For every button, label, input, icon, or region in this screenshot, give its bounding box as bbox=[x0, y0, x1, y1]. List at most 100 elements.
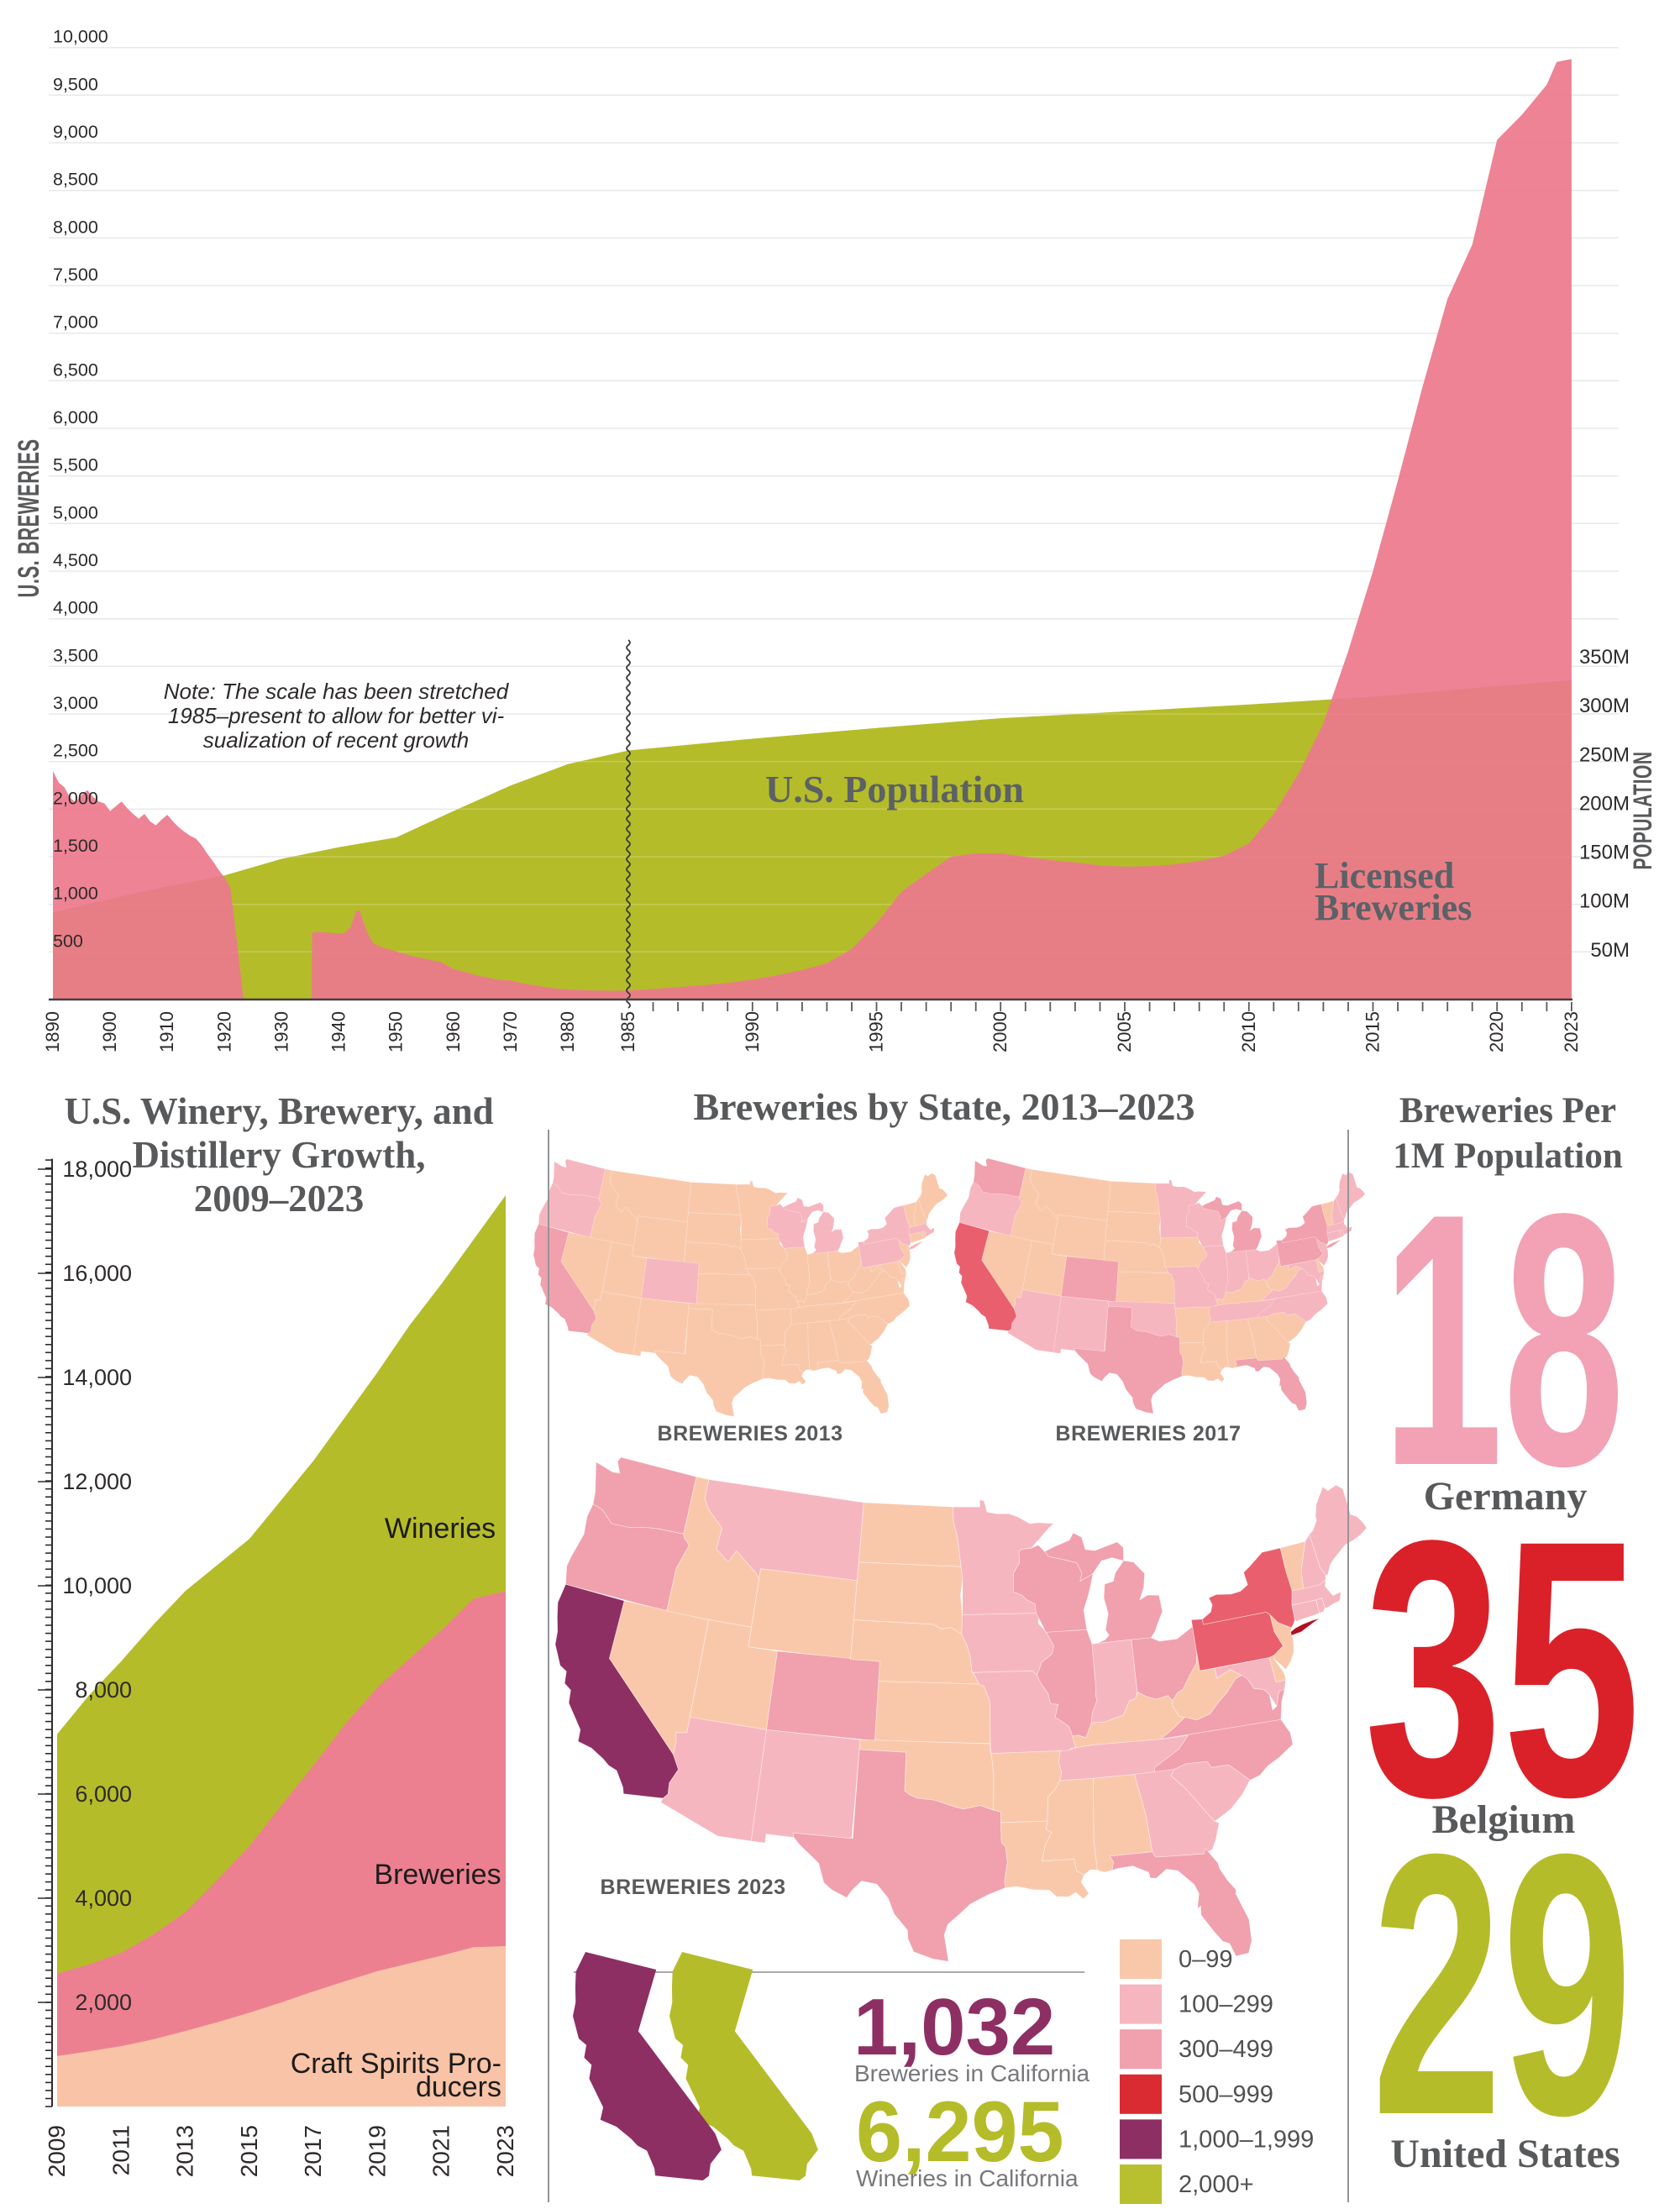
svg-text:4,000: 4,000 bbox=[53, 598, 98, 618]
svg-text:sualization of recent growth: sualization of recent growth bbox=[203, 727, 470, 753]
svg-text:150M: 150M bbox=[1579, 842, 1630, 864]
svg-text:Breweries Per: Breweries Per bbox=[1399, 1092, 1616, 1131]
svg-text:1950: 1950 bbox=[386, 1011, 407, 1052]
svg-text:1,500: 1,500 bbox=[53, 836, 98, 856]
svg-text:500: 500 bbox=[53, 931, 83, 951]
svg-text:2,000: 2,000 bbox=[75, 1990, 132, 2015]
svg-text:2013: 2013 bbox=[172, 2125, 198, 2177]
svg-text:4,000: 4,000 bbox=[75, 1886, 132, 1911]
svg-text:1980: 1980 bbox=[557, 1011, 578, 1052]
svg-text:5,000: 5,000 bbox=[53, 502, 98, 522]
svg-text:1985–present to allow for bett: 1985–present to allow for better vi- bbox=[168, 703, 505, 728]
svg-text:1,000–1,999: 1,000–1,999 bbox=[1179, 2126, 1314, 2153]
svg-text:Breweries: Breweries bbox=[374, 1859, 501, 1891]
svg-text:BREWERIES 2023: BREWERIES 2023 bbox=[601, 1876, 786, 1899]
svg-text:35: 35 bbox=[1364, 1464, 1641, 1872]
svg-text:6,000: 6,000 bbox=[53, 407, 98, 428]
svg-text:2011: 2011 bbox=[108, 2125, 134, 2175]
svg-text:1995: 1995 bbox=[866, 1011, 887, 1052]
svg-text:1M Population: 1M Population bbox=[1393, 1136, 1623, 1176]
svg-text:2019: 2019 bbox=[364, 2125, 390, 2177]
svg-text:2015: 2015 bbox=[1362, 1011, 1383, 1052]
svg-text:14,000: 14,000 bbox=[62, 1365, 132, 1390]
svg-text:3,000: 3,000 bbox=[53, 693, 98, 713]
svg-text:350M: 350M bbox=[1579, 646, 1630, 669]
svg-text:1940: 1940 bbox=[328, 1011, 349, 1052]
svg-text:Wineries in California: Wineries in California bbox=[856, 2165, 1079, 2191]
svg-text:2010: 2010 bbox=[1238, 1011, 1259, 1052]
svg-text:0–99: 0–99 bbox=[1179, 1946, 1233, 1973]
svg-text:1910: 1910 bbox=[156, 1011, 177, 1052]
svg-text:2,000+: 2,000+ bbox=[1179, 2171, 1254, 2198]
svg-text:6,500: 6,500 bbox=[53, 359, 98, 380]
svg-text:BREWERIES 2017: BREWERIES 2017 bbox=[1056, 1422, 1242, 1446]
svg-text:8,000: 8,000 bbox=[53, 217, 98, 237]
svg-text:100M: 100M bbox=[1579, 890, 1630, 913]
svg-text:Distillery Growth,: Distillery Growth, bbox=[132, 1134, 425, 1176]
svg-text:2023: 2023 bbox=[492, 2125, 518, 2177]
svg-text:250M: 250M bbox=[1579, 743, 1630, 766]
svg-text:1930: 1930 bbox=[270, 1011, 291, 1052]
svg-text:9,000: 9,000 bbox=[53, 122, 98, 142]
svg-text:8,500: 8,500 bbox=[53, 170, 98, 190]
svg-text:29: 29 bbox=[1372, 1777, 1632, 2192]
svg-text:7,000: 7,000 bbox=[53, 312, 98, 333]
svg-text:2005: 2005 bbox=[1114, 1011, 1135, 1052]
svg-text:18: 18 bbox=[1382, 1140, 1625, 1541]
svg-text:POPULATION: POPULATION bbox=[1628, 751, 1657, 869]
svg-text:Breweries in California: Breweries in California bbox=[854, 2060, 1090, 2086]
svg-text:BREWERIES 2013: BREWERIES 2013 bbox=[658, 1422, 843, 1446]
svg-text:1985: 1985 bbox=[617, 1011, 638, 1052]
svg-text:12,000: 12,000 bbox=[62, 1469, 132, 1494]
svg-text:1990: 1990 bbox=[742, 1011, 763, 1052]
svg-text:5,500: 5,500 bbox=[53, 455, 98, 475]
svg-text:2,500: 2,500 bbox=[53, 741, 98, 761]
svg-text:16,000: 16,000 bbox=[62, 1261, 132, 1286]
svg-text:3,500: 3,500 bbox=[53, 645, 98, 665]
svg-text:U.S. Winery, Brewery, and: U.S. Winery, Brewery, and bbox=[64, 1092, 493, 1132]
svg-text:2023: 2023 bbox=[1561, 1011, 1582, 1052]
svg-text:Breweries: Breweries bbox=[1315, 887, 1472, 928]
svg-text:100–299: 100–299 bbox=[1179, 1991, 1273, 2018]
svg-text:Wineries: Wineries bbox=[385, 1513, 496, 1545]
svg-text:6,000: 6,000 bbox=[75, 1781, 132, 1807]
svg-text:1,032: 1,032 bbox=[853, 1982, 1055, 2072]
svg-text:8,000: 8,000 bbox=[75, 1677, 132, 1703]
svg-text:ducers: ducers bbox=[416, 2071, 501, 2103]
svg-text:10,000: 10,000 bbox=[53, 27, 108, 47]
svg-text:2021: 2021 bbox=[428, 2125, 454, 2177]
svg-text:Licensed: Licensed bbox=[1315, 855, 1454, 896]
svg-text:300–499: 300–499 bbox=[1179, 2036, 1273, 2063]
svg-text:1900: 1900 bbox=[99, 1011, 120, 1052]
svg-text:Breweries by State, 2013–2023: Breweries by State, 2013–2023 bbox=[693, 1092, 1194, 1128]
svg-text:1970: 1970 bbox=[500, 1011, 521, 1052]
svg-text:2000: 2000 bbox=[990, 1011, 1011, 1052]
svg-text:4,500: 4,500 bbox=[53, 550, 98, 570]
svg-text:7,500: 7,500 bbox=[53, 265, 98, 285]
svg-text:Craft Spirits Pro-: Craft Spirits Pro- bbox=[291, 2048, 501, 2080]
svg-text:1920: 1920 bbox=[213, 1011, 234, 1052]
svg-text:1960: 1960 bbox=[443, 1011, 464, 1052]
svg-text:2009: 2009 bbox=[44, 2125, 70, 2177]
svg-text:Note: The scale has been stret: Note: The scale has been stretched bbox=[164, 679, 510, 704]
svg-text:1,000: 1,000 bbox=[53, 884, 98, 904]
svg-text:Germany: Germany bbox=[1424, 1474, 1588, 1519]
svg-text:10,000: 10,000 bbox=[62, 1573, 132, 1598]
svg-text:18,000: 18,000 bbox=[62, 1157, 132, 1182]
svg-text:200M: 200M bbox=[1579, 792, 1630, 815]
svg-text:2009–2023: 2009–2023 bbox=[194, 1178, 365, 1220]
svg-text:2015: 2015 bbox=[236, 2125, 262, 2177]
svg-text:500–999: 500–999 bbox=[1179, 2081, 1273, 2108]
svg-text:2017: 2017 bbox=[300, 2125, 326, 2177]
svg-text:50M: 50M bbox=[1590, 939, 1630, 962]
svg-text:United States: United States bbox=[1390, 2132, 1620, 2176]
svg-text:300M: 300M bbox=[1579, 695, 1630, 717]
svg-text:6,295: 6,295 bbox=[856, 2085, 1064, 2180]
svg-text:U.S. BREWERIES: U.S. BREWERIES bbox=[13, 438, 46, 597]
svg-text:2,000: 2,000 bbox=[53, 788, 98, 808]
svg-text:9,500: 9,500 bbox=[53, 74, 98, 94]
svg-text:1890: 1890 bbox=[42, 1011, 63, 1052]
svg-text:Belgium: Belgium bbox=[1432, 1797, 1576, 1842]
svg-text:2020: 2020 bbox=[1486, 1011, 1507, 1052]
svg-text:U.S. Population: U.S. Population bbox=[765, 768, 1024, 811]
